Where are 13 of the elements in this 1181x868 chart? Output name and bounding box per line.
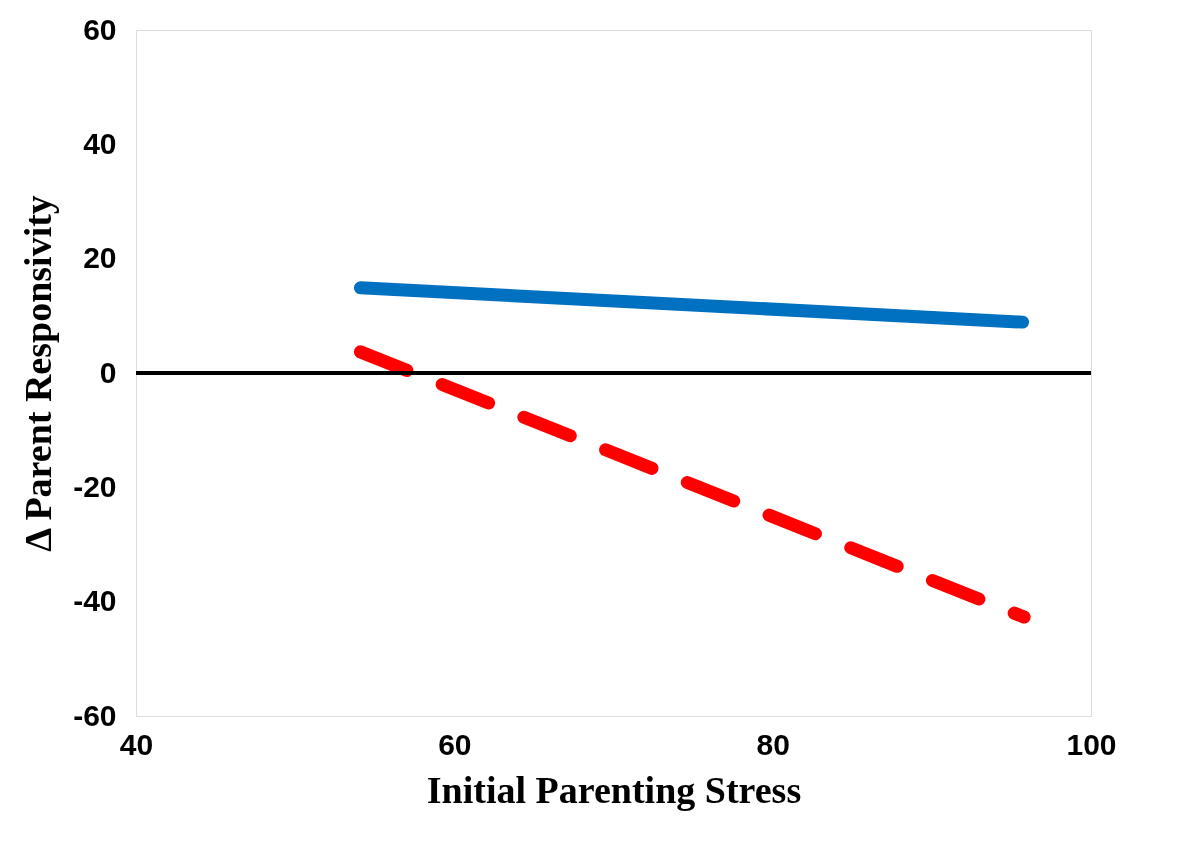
y-axis-title: Δ Parent Responsivity xyxy=(17,195,60,552)
y-tick-label: 60 xyxy=(83,12,117,46)
y-tick-label: -60 xyxy=(73,698,117,732)
y-tick-label: -40 xyxy=(73,584,117,618)
y-tick-label: 40 xyxy=(83,126,117,160)
x-tick-label: 40 xyxy=(119,727,154,761)
y-tick-label: 0 xyxy=(99,355,117,389)
y-tick-label: 20 xyxy=(83,241,117,275)
x-tick-label: 80 xyxy=(756,727,790,761)
y-tick-label: -20 xyxy=(73,469,117,503)
x-tick-label: 100 xyxy=(1066,727,1117,761)
x-axis-title: Initial Parenting Stress xyxy=(426,768,802,811)
x-tick-label: 60 xyxy=(438,727,472,761)
